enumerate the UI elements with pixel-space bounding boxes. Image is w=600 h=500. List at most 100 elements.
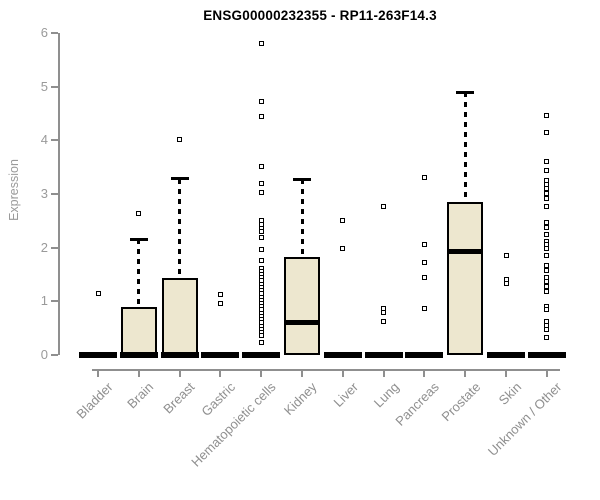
whisker-cap — [293, 177, 311, 181]
y-tick-label: 4 — [40, 132, 48, 148]
outlier-point — [544, 195, 550, 201]
x-axis-line — [92, 369, 560, 371]
y-tick — [51, 139, 58, 142]
zero-bar — [487, 352, 525, 358]
zero-bar — [79, 352, 117, 358]
outlier-point — [258, 339, 264, 345]
x-category-label: Pancreas — [392, 379, 443, 429]
outlier-point — [544, 129, 550, 135]
outlier-point — [503, 280, 509, 286]
outlier-point — [544, 231, 550, 237]
outlier-point — [258, 332, 264, 338]
outlier-point — [544, 246, 550, 252]
x-category-label: Brain — [124, 379, 157, 412]
y-tick — [51, 300, 58, 303]
outlier-point — [381, 319, 387, 325]
whisker-cap — [456, 90, 475, 94]
y-tick-label: 2 — [40, 239, 48, 255]
y-tick-label: 1 — [40, 293, 48, 309]
outlier-point — [544, 112, 550, 118]
zero-bar — [405, 352, 444, 358]
y-axis-line — [58, 33, 60, 355]
x-tick — [97, 369, 99, 377]
y-tick — [51, 31, 58, 34]
median-line — [284, 320, 320, 326]
y-tick-label: 5 — [40, 78, 48, 94]
outlier-point — [544, 283, 550, 289]
x-tick — [545, 369, 548, 377]
outlier-point — [544, 327, 550, 333]
zero-bar — [527, 352, 566, 358]
box — [161, 278, 198, 355]
outlier-point — [258, 246, 264, 252]
outlier-point — [421, 306, 427, 312]
outlier-point — [544, 278, 550, 284]
x-category-label: Skin — [495, 379, 524, 408]
outlier-point — [544, 158, 550, 164]
zero-bar — [119, 352, 158, 358]
outlier-point — [421, 174, 427, 180]
median-line — [447, 249, 484, 255]
x-category-label: Unknown / Other — [485, 379, 565, 459]
box — [284, 256, 320, 355]
outlier-point — [258, 190, 264, 196]
x-tick — [137, 369, 140, 377]
whisker-cap — [170, 177, 189, 181]
y-tick — [51, 192, 58, 195]
zero-bar — [242, 352, 281, 358]
outlier-point — [544, 219, 550, 225]
x-tick — [341, 369, 344, 377]
box — [447, 202, 484, 355]
x-tick — [505, 369, 507, 377]
outlier-point — [177, 136, 183, 142]
outlier-point — [217, 300, 223, 306]
x-category-label: Kidney — [281, 379, 320, 419]
outlier-point — [258, 163, 264, 169]
y-tick-label: 0 — [40, 347, 48, 362]
x-tick — [219, 369, 222, 377]
x-category-label: Liver — [330, 379, 361, 410]
outlier-point — [503, 252, 509, 258]
whisker-cap — [129, 237, 148, 241]
outlier-point — [258, 235, 264, 241]
x-category-label: Prostate — [438, 379, 484, 425]
outlier-point — [217, 291, 223, 297]
outlier-point — [421, 274, 427, 280]
whisker-line — [300, 179, 304, 257]
zero-bar — [323, 352, 362, 358]
x-category-label: Lung — [370, 379, 402, 411]
outlier-point — [95, 290, 101, 296]
x-tick — [382, 369, 385, 377]
whisker-line — [137, 239, 141, 307]
y-tick — [51, 85, 58, 88]
outlier-point — [136, 210, 142, 216]
outlier-point — [258, 180, 264, 186]
y-tick-label: 6 — [40, 24, 48, 40]
outlier-point — [544, 252, 550, 258]
outlier-point — [258, 113, 264, 119]
outlier-point — [544, 268, 550, 274]
y-tick-label: 3 — [40, 185, 48, 201]
x-tick — [301, 369, 303, 377]
whisker-line — [178, 178, 182, 279]
outlier-point — [544, 203, 550, 209]
outlier-point — [544, 186, 550, 192]
zero-bar — [160, 352, 199, 358]
outlier-point — [544, 224, 550, 230]
outlier-point — [258, 98, 264, 104]
outlier-point — [544, 289, 550, 295]
outlier-point — [340, 217, 346, 223]
outlier-point — [544, 306, 550, 312]
zero-bar — [364, 352, 403, 358]
outlier-point — [340, 245, 346, 251]
outlier-point — [544, 335, 550, 341]
outlier-point — [381, 204, 387, 210]
outlier-point — [258, 229, 264, 235]
x-category-label: Bladder — [73, 379, 116, 422]
x-tick — [178, 369, 181, 377]
outlier-point — [381, 309, 387, 315]
outlier-point — [544, 263, 550, 269]
outlier-point — [258, 257, 264, 263]
y-tick — [51, 354, 58, 356]
